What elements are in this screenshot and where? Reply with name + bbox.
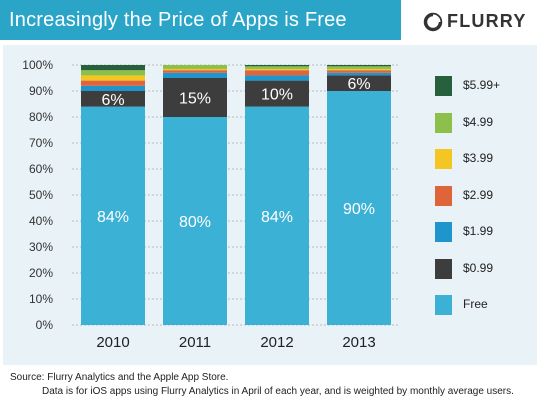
- bar-segment: [327, 75, 391, 91]
- bar-segment: [245, 75, 309, 81]
- y-tick-label: 30%: [29, 240, 53, 254]
- y-tick-label: 40%: [29, 214, 53, 228]
- legend-swatch: [435, 295, 452, 315]
- title-bar: Increasingly the Price of Apps is Free: [0, 0, 401, 40]
- bar-segment: [327, 66, 391, 69]
- y-tick-label: 100%: [22, 58, 53, 72]
- data-label: 15%: [179, 91, 211, 108]
- bar-segment: [245, 80, 309, 107]
- data-label: 90%: [343, 201, 375, 218]
- bar-segment: [81, 75, 145, 81]
- chart-panel: 0% 10% 20% 30% 40% 50% 60% 70% 80% 90% 100% 84% 6% 20…: [3, 45, 537, 365]
- y-tick-label: 50%: [29, 188, 53, 202]
- chart-title: Increasingly the Price of Apps is Free: [9, 9, 347, 31]
- legend-swatch: [435, 149, 452, 169]
- bar-segment: [245, 65, 309, 67]
- x-tick-label: 2011: [179, 334, 211, 351]
- stacked-bar-chart: 0% 10% 20% 30% 40% 50% 60% 70% 80% 90% 100% 84% 6% 20…: [22, 58, 400, 351]
- bar-segment: [327, 70, 391, 73]
- legend-label: $3.99: [463, 151, 494, 165]
- y-tick-label: 0%: [36, 318, 54, 332]
- source-note: Source: Flurry Analytics and the Apple A…: [10, 371, 514, 399]
- x-tick-label: 2012: [260, 334, 293, 351]
- source-text: Source: Flurry Analytics and the Apple A…: [10, 372, 229, 383]
- bar-segment: [327, 65, 391, 67]
- y-tick-label: 60%: [29, 162, 53, 176]
- legend-swatch: [435, 258, 452, 279]
- bar-segment: [245, 70, 309, 76]
- legend-swatch: [435, 112, 452, 133]
- data-label: 84%: [261, 209, 293, 226]
- x-tick-label: 2010: [96, 334, 129, 351]
- bar-segment: [327, 91, 391, 325]
- legend-label: $1.99: [463, 224, 494, 238]
- y-tick-label: 70%: [29, 136, 53, 150]
- data-label: 10%: [261, 87, 293, 104]
- y-tick-label: 20%: [29, 266, 53, 280]
- flurry-logo-text: FLURRY: [447, 11, 527, 31]
- bar-segment: [163, 78, 227, 117]
- y-tick-label: 90%: [29, 84, 53, 98]
- bar-segment: [245, 68, 309, 71]
- legend-label: Free: [463, 297, 488, 311]
- bar-segment: [163, 70, 227, 73]
- methodology-text: Data is for iOS apps using Flurry Analyt…: [42, 386, 514, 397]
- bar-segment: [163, 65, 227, 69]
- y-tick-label: 10%: [29, 292, 53, 306]
- bar-segment: [327, 68, 391, 71]
- bar-segment: [163, 72, 227, 78]
- y-tick-label: 80%: [29, 110, 53, 124]
- legend-swatch: [435, 222, 452, 242]
- bar-segment: [81, 85, 145, 91]
- bar-segment: [81, 80, 145, 86]
- data-label: 84%: [97, 209, 129, 226]
- flurry-logo-icon: [423, 12, 443, 32]
- bar-segment: [245, 66, 309, 69]
- legend-label: $0.99: [463, 260, 494, 275]
- legend-label: $2.99: [463, 187, 494, 202]
- flurry-logo: FLURRY: [405, 5, 537, 37]
- bar-segment: [163, 117, 227, 325]
- bar-segment: [245, 106, 309, 325]
- data-label: 6%: [101, 92, 124, 109]
- bar-segment: [163, 68, 227, 71]
- bar-segment: [81, 91, 145, 107]
- x-tick-label: 2013: [342, 334, 375, 351]
- legend-swatch: [435, 76, 452, 96]
- bar-segment: [81, 70, 145, 76]
- legend-label: $4.99: [463, 114, 494, 129]
- data-label: 80%: [179, 214, 211, 231]
- bar-segment: [327, 72, 391, 76]
- bar-segment: [81, 106, 145, 325]
- bar-segment: [81, 65, 145, 71]
- data-label: 6%: [347, 76, 370, 93]
- legend-label: $5.99+: [463, 78, 501, 92]
- legend-swatch: [435, 185, 452, 206]
